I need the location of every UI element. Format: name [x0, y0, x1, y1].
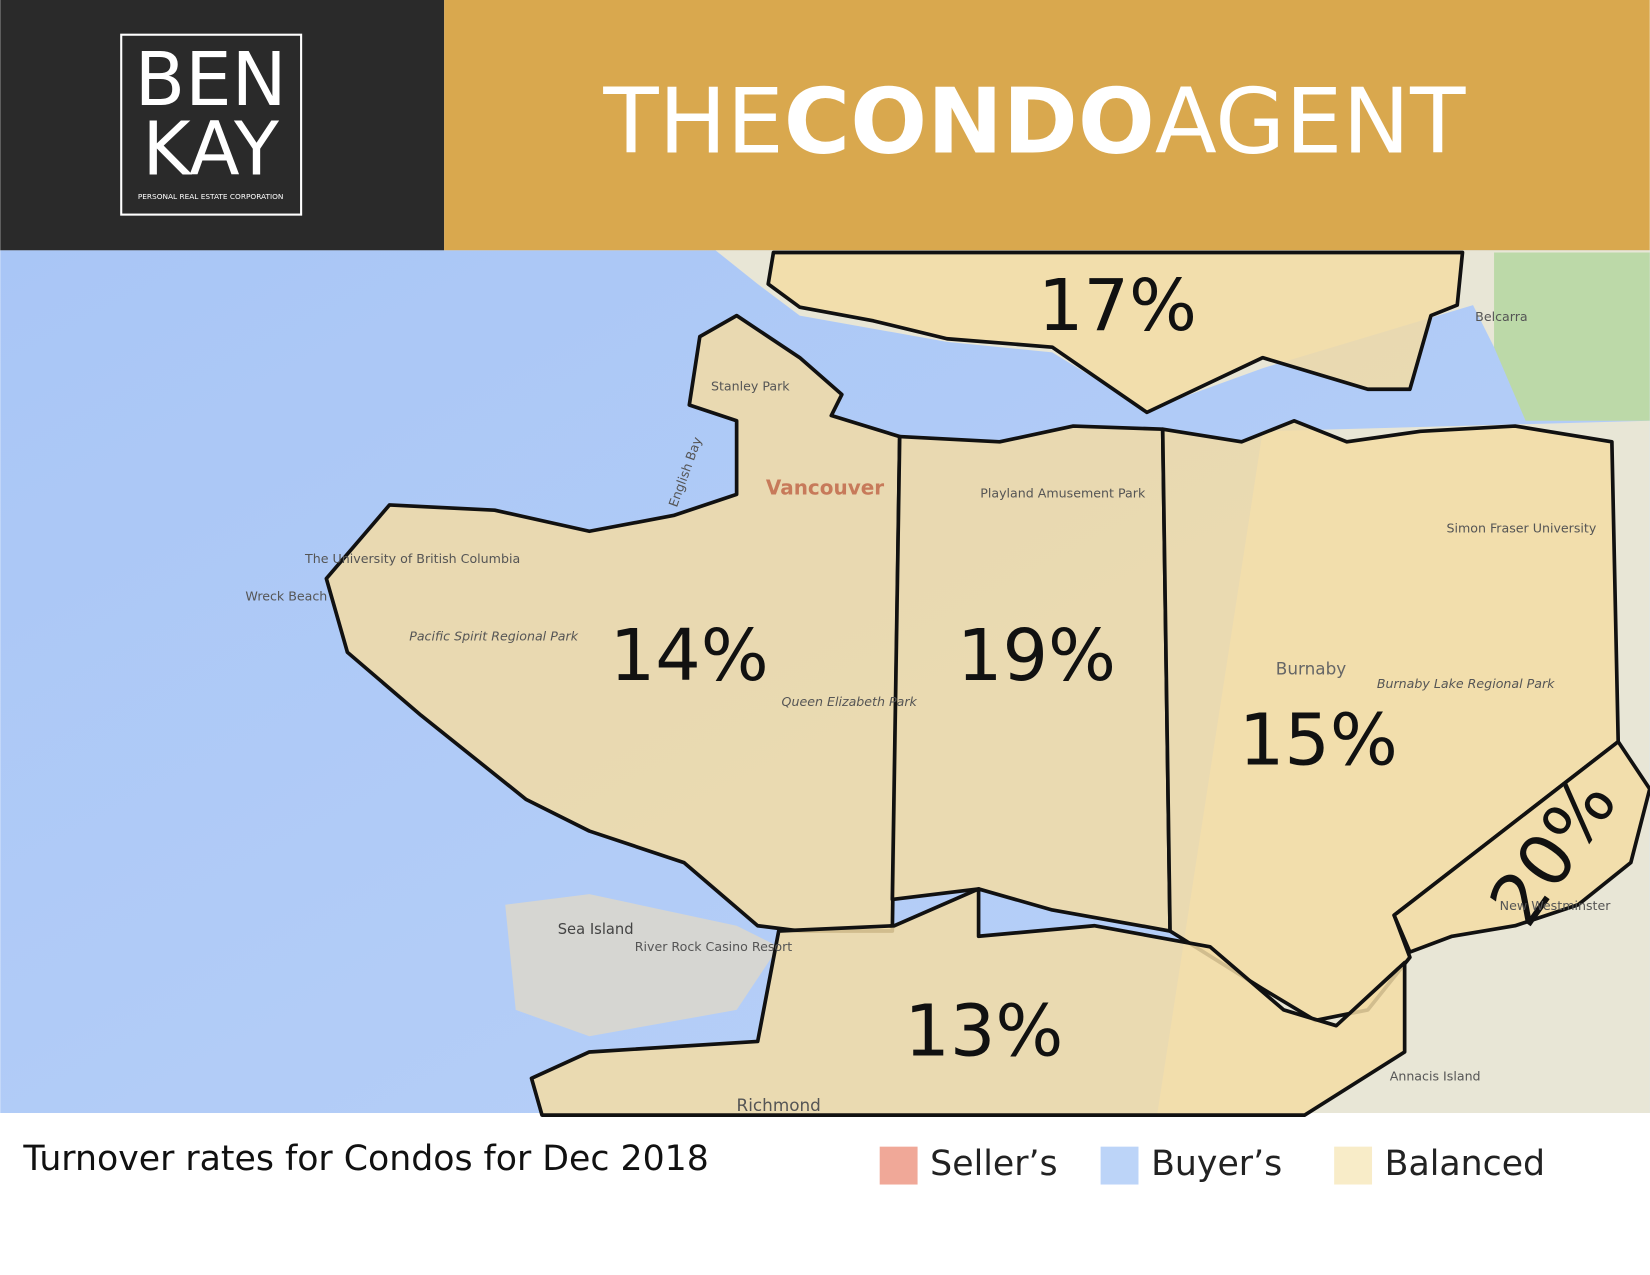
place-label: Queen Elizabeth Park: [782, 694, 918, 709]
title-part: THE: [602, 70, 783, 175]
place-label: Vancouver: [766, 475, 884, 499]
legend: Seller’s Buyer’s Balanced: [879, 1144, 1545, 1185]
place-label: Sea Island: [558, 921, 634, 938]
legend-swatch: [879, 1146, 918, 1185]
region: [766, 250, 1465, 415]
legend-label: Buyer’s: [1151, 1144, 1282, 1184]
title-part: CONDO: [784, 70, 1155, 175]
place-label: Simon Fraser University: [1446, 520, 1596, 535]
place-label: Annacis Island: [1390, 1068, 1481, 1083]
region-label: 17%: [1038, 264, 1197, 347]
site-title: THECONDOAGENT: [602, 70, 1466, 175]
sea-island: [505, 894, 779, 1037]
region-label: 13%: [904, 990, 1063, 1073]
legend-label: Balanced: [1385, 1144, 1545, 1184]
region: [529, 887, 1407, 1117]
place-label: Pacific Spirit Regional Park: [409, 629, 578, 644]
park-land: [1494, 252, 1650, 421]
region-label: 19%: [957, 614, 1116, 697]
region: [1392, 739, 1650, 954]
logo-line: KAY: [142, 108, 280, 193]
region-label: 15%: [1239, 698, 1398, 781]
legend-label: Seller’s: [930, 1144, 1057, 1184]
logo-panel: [0, 0, 445, 251]
place-label: Burnaby: [1276, 658, 1346, 678]
region: [324, 313, 902, 933]
place-label: Burnaby Lake Regional Park: [1377, 676, 1555, 691]
place-label: Playland Amusement Park: [980, 486, 1146, 501]
place-label: Stanley Park: [711, 378, 790, 393]
logo-frame: [120, 33, 303, 216]
place-label: River Rock Casino Resort: [635, 939, 793, 954]
place-label: Belcarra: [1475, 309, 1527, 324]
place-label: The University of British Columbia: [304, 551, 520, 566]
title-panel: [444, 0, 1650, 251]
place-label: Richmond: [737, 1095, 821, 1115]
map: 17% 14% 19% 15% 20% 13% Vancouver Stanle…: [0, 250, 1650, 1117]
place-label: New Westminster: [1500, 898, 1612, 913]
logo-line: BEN: [135, 38, 287, 123]
logo-subtitle: PERSONAL REAL ESTATE CORPORATION: [138, 192, 284, 201]
legend-swatch: [1100, 1146, 1139, 1185]
legend-swatch: [1334, 1146, 1373, 1185]
place-label: Wreck Beach: [245, 589, 327, 604]
caption: Turnover rates for Condos for Dec 2018: [22, 1139, 708, 1179]
title-part: AGENT: [1155, 70, 1466, 175]
region-label: 14%: [610, 614, 769, 697]
